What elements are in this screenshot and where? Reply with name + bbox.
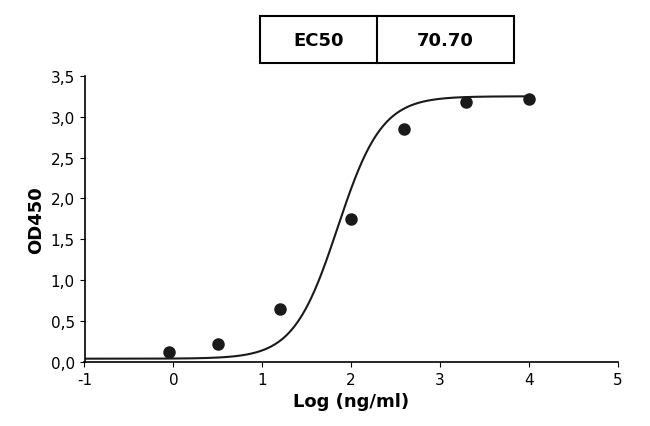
X-axis label: Log (ng/ml): Log (ng/ml) [293,392,409,410]
Text: EC50: EC50 [293,32,344,49]
Y-axis label: OD450: OD450 [27,186,45,253]
Text: 70.70: 70.70 [417,32,474,49]
